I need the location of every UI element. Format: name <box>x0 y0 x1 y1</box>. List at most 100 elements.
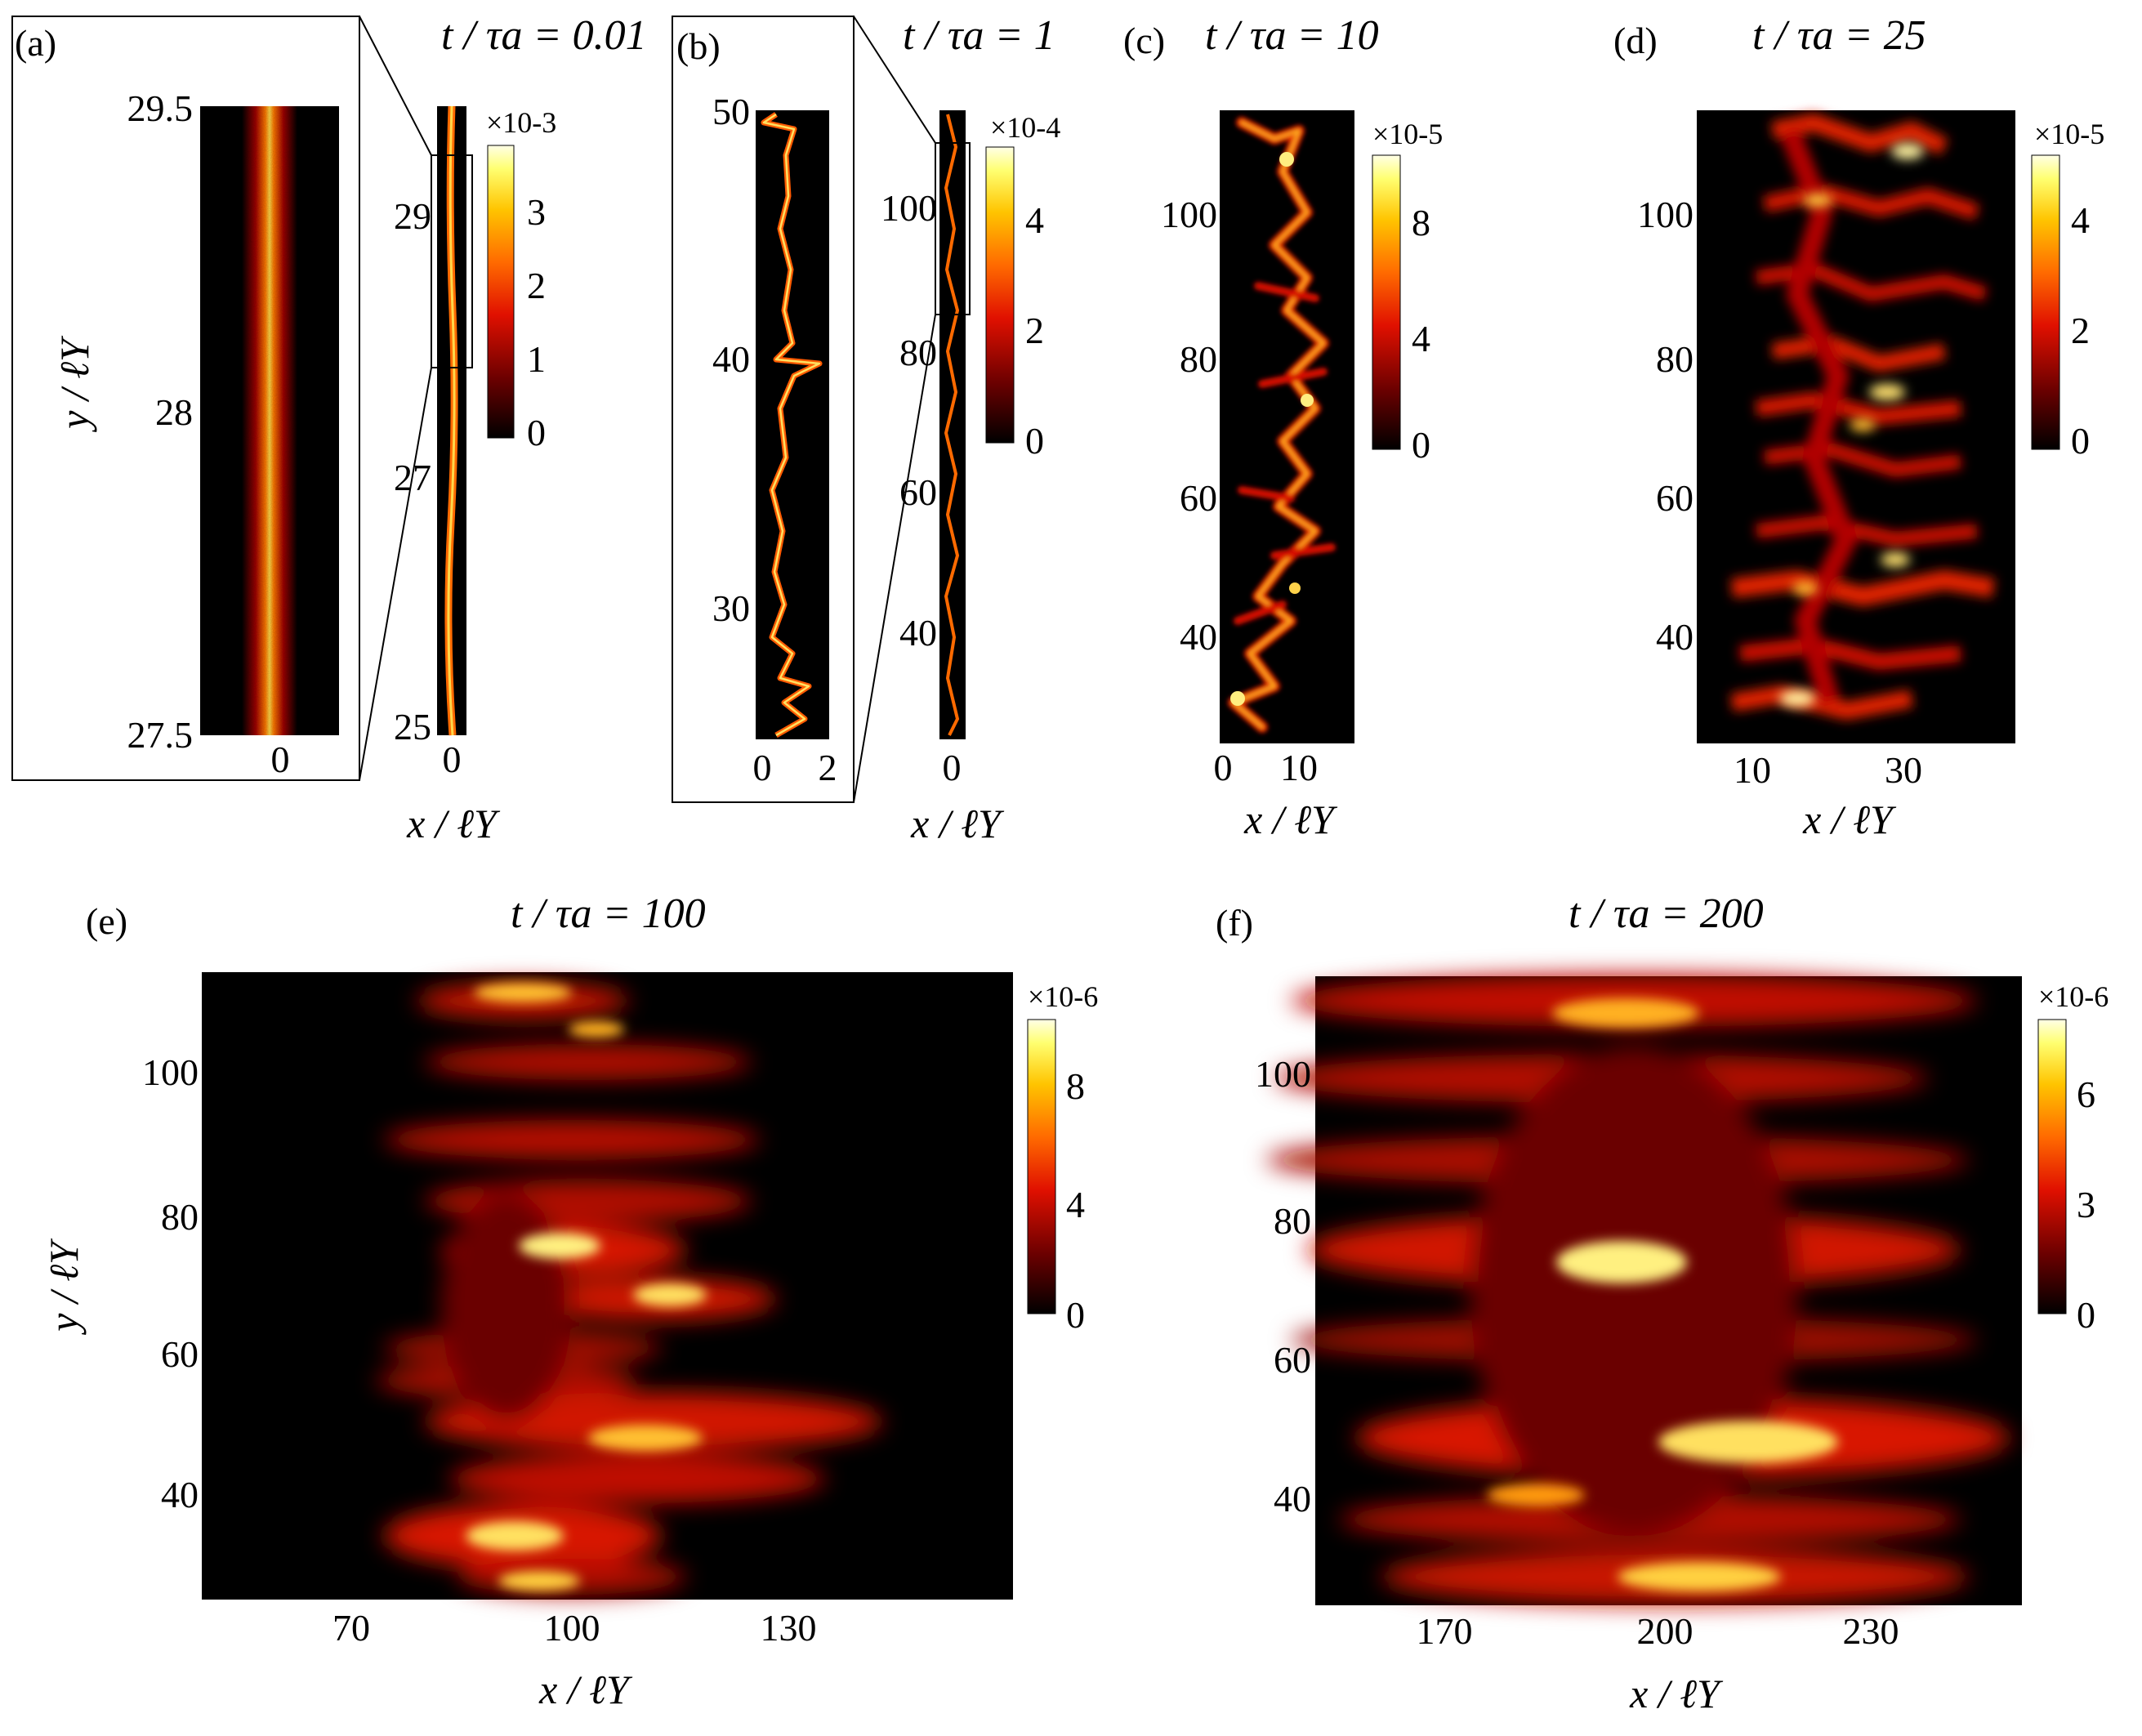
xtick-c-0: 0 <box>1214 747 1233 788</box>
zoom-box-a <box>431 154 473 368</box>
inset-xtick-b-1: 2 <box>819 747 837 788</box>
ytick-e-1: 80 <box>161 1196 199 1238</box>
xtick-c-1: 10 <box>1280 747 1318 788</box>
ylabel-e: y / ℓY <box>41 1238 87 1336</box>
inset-noise-a <box>200 106 339 735</box>
panel-label-f: (f) <box>1216 902 1253 944</box>
ytick-f-3: 40 <box>1274 1478 1311 1520</box>
inset-xtick-a-0: 0 <box>271 739 290 780</box>
ytick-d-1: 80 <box>1656 338 1694 380</box>
inset-box-b <box>672 16 855 803</box>
ytick-b-3: 40 <box>899 612 937 654</box>
colorbar-tick-f-2: 0 <box>2077 1294 2095 1336</box>
xlabel-a: x / ℓY <box>406 801 501 846</box>
panel-c: (c) t / τa = 10 100 80 60 40 0 10 x / ℓY… <box>1123 12 1443 842</box>
time-label-d: t / τa = 25 <box>1752 12 1926 59</box>
panel-a: (a) t / τa = 0.01 29.5 28 27.5 0 y / ℓY … <box>11 12 647 846</box>
inset-ytick-a-0: 29.5 <box>127 87 194 129</box>
xtick-d-1: 30 <box>1885 749 1922 791</box>
connector-b-bottom <box>853 314 936 803</box>
inset-heatmap-b <box>756 110 829 739</box>
panel-e: (e) t / τa = 100 100 <box>41 890 1098 1712</box>
panel-f: (f) t / τa = 200 100 80 60 40 170 <box>1216 890 2109 1716</box>
xlabel-d: x / ℓY <box>1802 797 1897 842</box>
xtick-a-0: 0 <box>443 739 462 780</box>
colorbar-tick-d-1: 2 <box>2071 310 2090 351</box>
xtick-f-2: 230 <box>1843 1610 1899 1652</box>
heatmap-c <box>1220 110 1354 743</box>
ytick-b-2: 60 <box>899 471 937 513</box>
colorbar-tick-d-0: 4 <box>2071 199 2090 241</box>
colorbar-tick-c-1: 4 <box>1412 318 1430 359</box>
streaks-d <box>1730 113 1995 721</box>
xtick-f-0: 170 <box>1417 1610 1473 1652</box>
streaks-c <box>1228 117 1336 733</box>
hotspots-f <box>1487 998 1838 1591</box>
ytick-f-0: 100 <box>1255 1053 1311 1095</box>
panel-label-c: (c) <box>1123 20 1165 61</box>
colorbar-c <box>1372 154 1401 450</box>
xtick-e-1: 100 <box>544 1607 600 1649</box>
colorbar-tick-b-1: 2 <box>1025 310 1044 351</box>
ytick-d-0: 100 <box>1637 194 1694 235</box>
hotspots-d <box>1779 143 1924 707</box>
colorbar-multiplier-e: ×10-6 <box>1028 980 1098 1013</box>
inset-ytick-b-0: 50 <box>712 91 750 132</box>
colorbar-multiplier-b: ×10-4 <box>990 111 1060 144</box>
panel-label-d: (d) <box>1613 20 1658 61</box>
hotspots-c <box>1230 152 1314 706</box>
inset-ytick-b-2: 30 <box>712 587 750 629</box>
colorbar-tick-a-1: 2 <box>527 265 546 306</box>
panel-label-a: (a) <box>15 22 56 64</box>
inset-ytick-a-2: 27.5 <box>127 714 194 756</box>
time-label-e: t / τa = 100 <box>511 890 706 937</box>
inset-xtick-b-0: 0 <box>753 747 772 788</box>
ytick-a-2: 25 <box>394 706 431 748</box>
colorbar-multiplier-d: ×10-5 <box>2034 118 2104 150</box>
connector-a-top <box>359 16 432 156</box>
colorbar-tick-c-0: 8 <box>1412 202 1430 243</box>
colorbar-tick-d-2: 0 <box>2071 420 2090 462</box>
xlabel-e: x / ℓY <box>538 1667 633 1712</box>
connector-a-bottom <box>359 367 432 781</box>
xtick-d-0: 10 <box>1734 749 1771 791</box>
ytick-c-3: 40 <box>1180 616 1217 658</box>
xlabel-b: x / ℓY <box>910 801 1005 846</box>
colorbar-multiplier-a: ×10-3 <box>486 106 556 139</box>
colorbar-tick-e-0: 8 <box>1066 1065 1085 1107</box>
xtick-b-0: 0 <box>943 747 962 788</box>
colorbar-tick-e-1: 4 <box>1066 1184 1085 1225</box>
time-label-b: t / τa = 1 <box>903 12 1055 59</box>
colorbar-tick-b-2: 0 <box>1025 420 1044 462</box>
ytick-d-2: 60 <box>1656 477 1694 519</box>
connector-b-top <box>853 16 936 144</box>
colorbar-tick-a-2: 1 <box>527 338 546 380</box>
hotspots-e <box>466 983 707 1591</box>
inset-ytick-a-1: 28 <box>155 391 193 433</box>
colorbar-d <box>2031 154 2060 450</box>
time-label-a: t / τa = 0.01 <box>441 12 647 59</box>
inset-box-a <box>11 16 360 781</box>
ytick-e-2: 60 <box>161 1333 199 1375</box>
colorbar-tick-c-2: 0 <box>1412 424 1430 466</box>
ytick-c-1: 80 <box>1180 338 1217 380</box>
panel-d: (d) t / τa = 25 100 80 <box>1613 12 2104 842</box>
colorbar-multiplier-f: ×10-6 <box>2038 980 2109 1013</box>
xlabel-c: x / ℓY <box>1243 797 1338 842</box>
colorbar-tick-e-2: 0 <box>1066 1294 1085 1336</box>
colorbar-tick-f-0: 6 <box>2077 1073 2095 1115</box>
ylabel-a: y / ℓY <box>51 335 97 433</box>
ytick-e-3: 40 <box>161 1474 199 1515</box>
zoom-box-b <box>935 142 971 315</box>
main-trace-b <box>944 114 960 736</box>
ytick-f-1: 80 <box>1274 1200 1311 1242</box>
colorbar-tick-b-0: 4 <box>1025 199 1044 241</box>
ytick-a-1: 27 <box>394 457 431 498</box>
colorbar-b <box>985 146 1015 444</box>
xtick-e-0: 70 <box>332 1607 370 1649</box>
ytick-b-0: 100 <box>881 187 937 229</box>
time-label-c: t / τa = 10 <box>1205 12 1379 59</box>
colorbar-f <box>2037 1019 2067 1314</box>
colorbar-multiplier-c: ×10-5 <box>1372 118 1443 150</box>
colorbar-e <box>1027 1019 1056 1314</box>
